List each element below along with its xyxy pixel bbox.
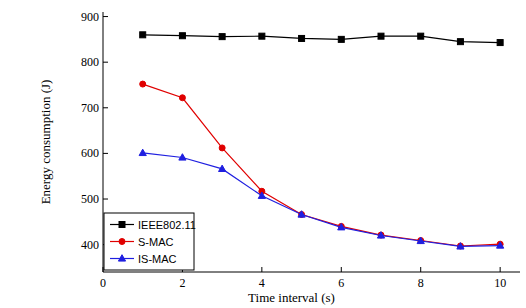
y-tick xyxy=(103,107,108,108)
series-marker xyxy=(497,241,503,247)
series-marker xyxy=(417,237,424,243)
legend-label: IS-MAC xyxy=(138,253,177,265)
series-marker xyxy=(457,243,463,249)
x-tick-label: 2 xyxy=(179,276,185,290)
y-tick-label: 400 xyxy=(81,238,99,252)
x-tick-label: 10 xyxy=(494,276,506,290)
legend: IEEE802.11 S-MAC IS-MAC xyxy=(104,213,196,270)
legend-marker xyxy=(119,239,125,245)
series-marker xyxy=(299,212,305,218)
series-marker xyxy=(179,33,185,39)
y-tick-label: 600 xyxy=(81,146,99,160)
y-tick-label: 800 xyxy=(81,55,99,69)
series-marker xyxy=(378,232,384,238)
series-marker xyxy=(457,243,464,249)
series-marker xyxy=(378,33,384,39)
x-tick xyxy=(261,267,262,272)
series-marker xyxy=(259,33,265,39)
y-tick xyxy=(103,153,108,154)
x-tick-label: 4 xyxy=(259,276,265,290)
y-tick xyxy=(103,199,108,200)
chart: 0 2 4 6 8 10 400 500 600 700 800 900 Time interval (… xyxy=(0,0,526,308)
series-marker xyxy=(219,34,225,40)
y-tick-label: 700 xyxy=(81,101,99,115)
y-axis xyxy=(103,12,104,272)
y-tick-label: 500 xyxy=(81,192,99,206)
y-tick-label: 900 xyxy=(81,10,99,24)
series-line xyxy=(143,35,500,43)
series-marker xyxy=(299,35,305,41)
series-marker xyxy=(418,33,424,39)
x-tick-label: 6 xyxy=(338,276,344,290)
series-marker xyxy=(298,211,305,217)
x-axis xyxy=(103,272,520,273)
legend-label: IEEE802.11 xyxy=(138,219,196,231)
series-marker xyxy=(140,32,146,38)
y-axis-title: Energy consumption (J) xyxy=(38,80,53,205)
series-marker xyxy=(418,238,424,244)
y-tick xyxy=(103,62,108,63)
series-marker xyxy=(497,242,504,248)
x-tick xyxy=(341,267,342,272)
series-marker xyxy=(219,145,225,151)
series-marker xyxy=(139,149,146,155)
legend-label: S-MAC xyxy=(138,236,174,248)
x-axis-title: Time interval (s) xyxy=(248,290,335,305)
series-marker xyxy=(140,81,146,87)
legend-marker xyxy=(118,255,125,261)
series-marker xyxy=(457,39,463,45)
series-line xyxy=(143,153,500,247)
legend-marker xyxy=(119,222,125,228)
series-marker xyxy=(179,154,186,160)
series-marker xyxy=(219,165,226,171)
x-tick xyxy=(103,267,104,272)
series-marker xyxy=(258,192,265,198)
x-tick xyxy=(500,267,501,272)
series-marker xyxy=(179,95,185,101)
y-tick xyxy=(103,16,108,17)
series-line xyxy=(143,84,500,246)
series-marker xyxy=(377,232,384,238)
series-marker xyxy=(497,40,503,46)
series-marker xyxy=(338,223,344,229)
series-marker xyxy=(338,36,344,42)
series-marker xyxy=(338,223,345,229)
x-tick xyxy=(420,267,421,272)
x-tick-label: 0 xyxy=(100,276,106,290)
x-tick-label: 8 xyxy=(418,276,424,290)
